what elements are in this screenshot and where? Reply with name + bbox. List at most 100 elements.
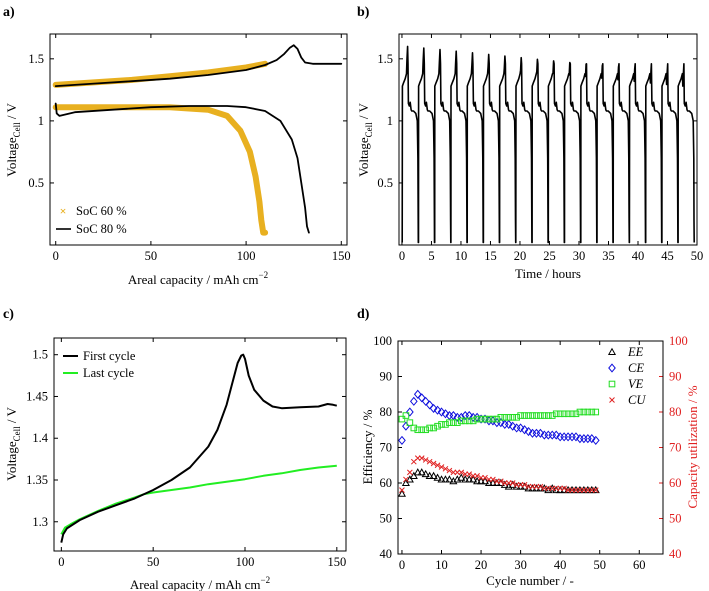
y-tick-label: 1 xyxy=(38,114,44,128)
series-ve-point xyxy=(497,414,505,421)
series-ce-point xyxy=(457,412,466,422)
series-ee-point xyxy=(421,469,430,478)
x-tick-label: 0 xyxy=(399,249,405,263)
series-ce-point xyxy=(437,407,446,417)
chart-d-frame xyxy=(397,340,664,555)
series-ce-point xyxy=(409,396,418,406)
y-right-tick-label: 60 xyxy=(669,476,682,490)
y-tick-label: 1.5 xyxy=(32,348,48,362)
series-ce-point xyxy=(568,432,576,442)
x-tick-label: 50 xyxy=(593,558,606,572)
series-ee-point xyxy=(540,484,549,492)
series-cu-point xyxy=(430,460,437,467)
x-tick-label: 30 xyxy=(514,558,527,572)
series-ce-point xyxy=(560,432,568,442)
series-ce-point xyxy=(520,425,529,435)
series-ve-point xyxy=(477,415,485,423)
series-ce-point xyxy=(406,407,414,417)
series-ve-point xyxy=(588,408,596,416)
chart-c-ticks: 0 50 100 150 1.3 1.35 1.4 1.45 1.5 xyxy=(26,338,346,569)
y-tick-label: 1.35 xyxy=(26,473,48,487)
series-ve-point xyxy=(552,410,560,418)
series-cu-point xyxy=(422,457,429,463)
y-tick-label: 80 xyxy=(380,405,393,419)
x-tick-label: 60 xyxy=(633,558,646,572)
panel-label-c: c) xyxy=(3,307,14,322)
series-ce-point xyxy=(572,432,580,442)
series-cu-point xyxy=(474,473,480,479)
series-ve-point xyxy=(521,412,528,419)
chart-b-xlabel: Time / hours xyxy=(515,266,581,281)
series-ve-point xyxy=(418,426,426,434)
y-tick-label: 100 xyxy=(373,334,392,348)
series-ee-point xyxy=(591,485,600,494)
series-ee-point xyxy=(405,475,414,483)
series-ve-point xyxy=(481,415,489,423)
series-ve-point xyxy=(485,415,493,423)
legend-label-ce: CE xyxy=(628,361,644,375)
y-tick-label: 0.5 xyxy=(28,176,44,190)
x-tick-label: 50 xyxy=(147,555,160,569)
x-tick-label: 30 xyxy=(573,249,586,263)
series-ee-point xyxy=(480,476,490,485)
x-tick-label: 40 xyxy=(632,249,645,263)
series-cu-point xyxy=(426,458,433,465)
series-ve-point xyxy=(541,412,548,419)
panel-label-b: b) xyxy=(357,5,370,20)
chart-b-ticks: 0 5 10 15 20 25 30 35 40 45 50 0.5 1 1.5 xyxy=(377,34,703,263)
series-ve-point xyxy=(450,419,457,426)
y-tick-label: 1.3 xyxy=(32,515,48,529)
y-tick-label: 1.5 xyxy=(28,52,44,66)
series-ve-point xyxy=(501,414,509,421)
series-ve-point xyxy=(517,412,524,419)
series-cu-point xyxy=(592,487,599,493)
series-ee-point xyxy=(409,471,418,479)
series-ce-point xyxy=(532,428,541,438)
series-ve-point xyxy=(509,414,517,421)
series-cu-point xyxy=(446,467,453,474)
series-cu-point xyxy=(442,465,449,472)
series-ve-point xyxy=(442,421,449,428)
series-ve-point xyxy=(454,419,461,426)
y-right-tick-label: 80 xyxy=(669,405,682,419)
series-cu-point xyxy=(403,476,409,483)
series-cu-point xyxy=(537,483,544,490)
series-ve-point xyxy=(422,426,429,434)
series-ce-point xyxy=(402,421,410,431)
series-cu-point xyxy=(418,455,425,462)
chart-c-marks xyxy=(60,353,338,543)
series-ee-point xyxy=(579,485,588,494)
chart-c-frame xyxy=(53,337,347,552)
series-ve-point xyxy=(493,415,501,423)
series-ve-point xyxy=(465,417,473,425)
x-tick-label: 0 xyxy=(399,558,405,572)
series-ce-point xyxy=(587,434,596,444)
series-ce-point xyxy=(580,434,588,444)
series-ce-point xyxy=(544,430,553,440)
x-tick-label: 50 xyxy=(145,249,158,263)
series-ve-point xyxy=(560,410,568,418)
x-tick-label: 5 xyxy=(428,249,434,263)
series-ce-point xyxy=(508,421,517,431)
series-soc80-line xyxy=(54,102,310,234)
legend-label-soc60: SoC 60 % xyxy=(76,204,127,218)
y-tick-label: 1 xyxy=(387,114,393,128)
series-ee-point xyxy=(583,485,592,494)
y-tick-label: 60 xyxy=(380,476,393,490)
chart-d: 0 10 20 30 40 50 60 40 50 60 70 80 90 100 40 50 60 70 80 90… xyxy=(360,334,700,588)
series-ee-point xyxy=(433,473,442,481)
chart-a-xlabel: Areal capacity / mAh cm−2 xyxy=(128,270,268,287)
series-soc60-line xyxy=(52,60,269,88)
chart-a: 0 50 100 150 0.5 1 1.5 Areal capacity / mAh cm… xyxy=(4,33,351,287)
series-ve-point xyxy=(576,408,584,416)
series-ve-point xyxy=(473,415,481,423)
chart-d-ylabel-left: Efficiency / % xyxy=(360,409,375,484)
series-ee-point xyxy=(445,475,454,483)
y-tick-label: 40 xyxy=(380,547,393,561)
series-ce-point xyxy=(583,434,592,444)
series-ee-point xyxy=(461,475,470,483)
series-ee-point xyxy=(397,489,407,497)
series-ee-point xyxy=(548,484,557,492)
series-ve-point xyxy=(410,424,418,432)
series-ve-point xyxy=(548,412,556,419)
